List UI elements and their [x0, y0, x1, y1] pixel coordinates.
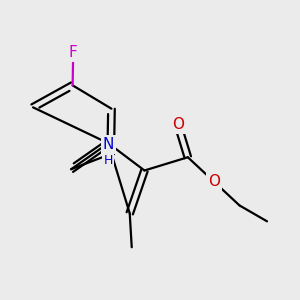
Text: N: N: [103, 137, 114, 152]
Text: F: F: [69, 45, 78, 60]
Text: H: H: [103, 154, 113, 166]
Text: O: O: [172, 117, 184, 132]
Text: O: O: [208, 174, 220, 189]
